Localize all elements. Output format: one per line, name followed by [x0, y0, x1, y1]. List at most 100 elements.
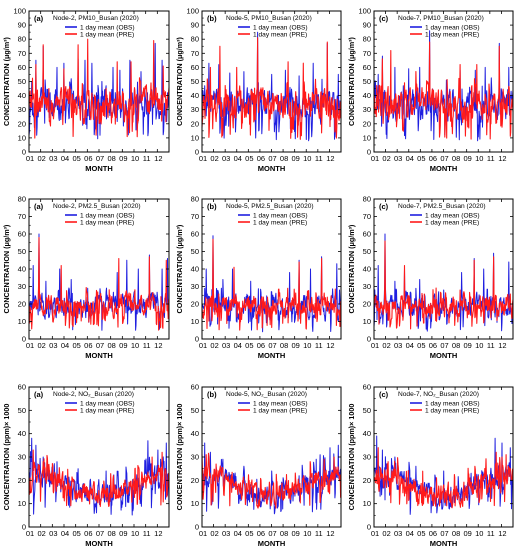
legend-pre-label: 1 day mean (PRE): [253, 220, 307, 227]
y-tick-label: 60: [363, 63, 371, 72]
legend-obs-label: 1 day mean (OBS): [425, 401, 480, 408]
x-tick-label: 01: [371, 154, 379, 163]
y-tick-label: 10: [363, 133, 371, 142]
panel-title: Node-7, PM2.5_Busan (2020): [398, 203, 486, 210]
series-obs-line: [373, 233, 514, 332]
y-tick-label: 30: [18, 105, 26, 114]
y-tick-label: 10: [363, 317, 371, 326]
panel-label: (a): [34, 14, 44, 23]
y-tick-label: 90: [363, 21, 371, 30]
y-tick-label: 40: [18, 265, 26, 274]
series-pre-line: [28, 38, 170, 139]
y-tick-label: 50: [191, 77, 199, 86]
series-pre-line: [201, 37, 342, 140]
x-tick-label: 07: [440, 341, 448, 350]
series-pre-line: [373, 240, 514, 330]
x-tick-label: 10: [131, 529, 139, 538]
y-tick-label: 40: [363, 265, 371, 274]
x-tick-label: 10: [303, 529, 311, 538]
panel-6: 0 10 20 30 40 50 60 01 02 03 04 05 06 07 08 09 10 11 12 MON…: [2, 383, 170, 548]
x-tick-label: 09: [119, 341, 127, 350]
panel-2: 0 10 20 30 40 50 60 70 80 90 100 01 02 03 04 05 06 07 08 09…: [347, 7, 514, 173]
y-tick-label: 80: [191, 195, 199, 204]
y-tick-label: 70: [363, 49, 371, 58]
y-tick-label: 0: [367, 523, 371, 532]
x-tick-label: 07: [268, 529, 276, 538]
y-tick-label: 0: [367, 335, 371, 344]
y-tick-label: 50: [191, 406, 199, 415]
x-tick-label: 08: [107, 529, 115, 538]
y-tick-label: 30: [18, 282, 26, 291]
y-tick-label: 20: [191, 119, 199, 128]
x-tick-label: 02: [210, 154, 218, 163]
panel-7: 0 10 20 30 40 50 60 01 02 03 04 05 06 07 08 09 10 11 12 MON…: [175, 383, 342, 548]
x-tick-label: 03: [222, 154, 230, 163]
panel-label: (c): [379, 390, 389, 399]
x-tick-label: 01: [371, 529, 379, 538]
y-tick-label: 20: [18, 476, 26, 485]
x-tick-label: 04: [406, 154, 414, 163]
x-tick-label: 06: [429, 154, 437, 163]
series-pre-line: [201, 452, 342, 509]
x-tick-label: 04: [406, 341, 414, 350]
x-tick-label: 06: [429, 341, 437, 350]
x-tick-label: 09: [291, 529, 299, 538]
x-tick-label: 11: [315, 154, 323, 163]
y-axis-title: CONCENTRATION (μg/m³): [175, 224, 184, 314]
y-tick-label: 50: [18, 406, 26, 415]
x-axis-title: MONTH: [430, 351, 458, 360]
x-tick-label: 12: [326, 341, 334, 350]
x-tick-label: 06: [429, 529, 437, 538]
x-tick-label: 01: [26, 341, 34, 350]
x-tick-label: 09: [463, 154, 471, 163]
series-obs-line: [373, 30, 514, 142]
y-tick-label: 0: [22, 523, 26, 532]
panel-title: Node-5, NO₂_Busan (2020): [226, 391, 307, 398]
x-tick-label: 11: [315, 529, 323, 538]
x-tick-label: 03: [222, 529, 230, 538]
y-tick-label: 100: [186, 7, 199, 16]
y-tick-label: 0: [22, 335, 26, 344]
x-tick-label: 01: [371, 341, 379, 350]
x-tick-label: 12: [326, 154, 334, 163]
x-tick-label: 09: [463, 529, 471, 538]
panel-label: (c): [379, 14, 389, 23]
y-tick-label: 100: [358, 7, 371, 16]
legend-obs-label: 1 day mean (OBS): [80, 401, 135, 408]
x-tick-label: 06: [257, 154, 265, 163]
y-tick-label: 20: [191, 300, 199, 309]
y-tick-label: 60: [18, 230, 26, 239]
x-tick-label: 04: [61, 341, 69, 350]
x-tick-label: 04: [234, 341, 242, 350]
x-tick-label: 09: [291, 341, 299, 350]
y-tick-label: 70: [363, 212, 371, 221]
x-tick-label: 11: [487, 154, 495, 163]
x-tick-label: 08: [280, 341, 288, 350]
x-tick-label: 03: [222, 341, 230, 350]
panel-8: 0 10 20 30 40 50 60 01 02 03 04 05 06 07 08 09 10 11 12 MON…: [347, 383, 514, 548]
x-tick-label: 04: [234, 154, 242, 163]
legend-obs-label: 1 day mean (OBS): [253, 213, 308, 220]
y-tick-label: 80: [18, 35, 26, 44]
legend-pre-label: 1 day mean (PRE): [425, 220, 479, 227]
legend-obs-label: 1 day mean (OBS): [425, 25, 480, 32]
legend-pre-label: 1 day mean (PRE): [253, 408, 307, 415]
y-tick-label: 60: [191, 383, 199, 392]
y-tick-label: 70: [18, 212, 26, 221]
legend-pre-label: 1 day mean (PRE): [80, 32, 134, 39]
y-tick-label: 10: [18, 317, 26, 326]
y-tick-label: 0: [195, 148, 199, 157]
x-tick-label: 07: [96, 154, 104, 163]
x-tick-label: 03: [394, 341, 402, 350]
y-tick-label: 30: [363, 105, 371, 114]
series-pre-line: [373, 447, 514, 509]
x-tick-label: 07: [440, 529, 448, 538]
panel-title: Node-2, PM2.5_Busan (2020): [53, 203, 141, 210]
panel-label: (b): [207, 202, 217, 211]
x-tick-label: 05: [72, 341, 80, 350]
x-tick-label: 08: [280, 529, 288, 538]
panel-0: 0 10 20 30 40 50 60 70 80 90 100 01 02 03 04 05 06 07 08 09…: [2, 7, 170, 173]
series-pre-line: [28, 449, 170, 508]
y-tick-label: 0: [195, 523, 199, 532]
